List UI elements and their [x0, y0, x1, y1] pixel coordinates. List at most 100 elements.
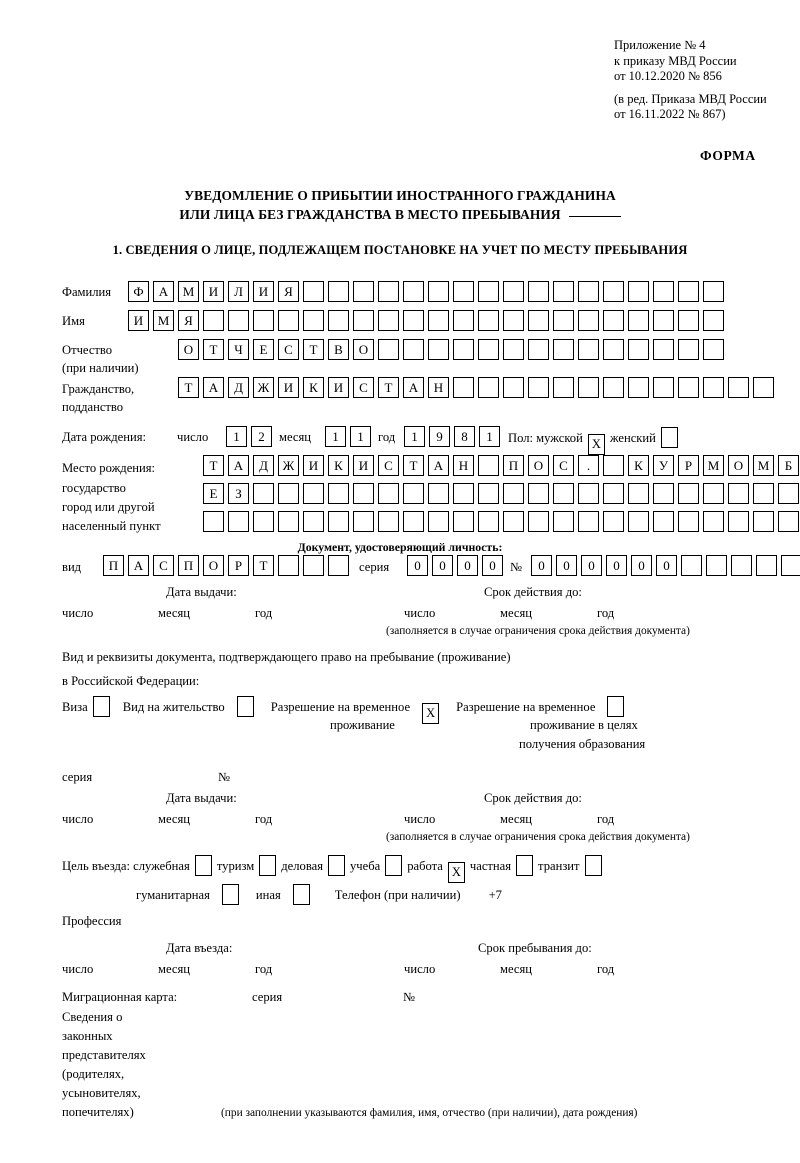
birthplace-2-char-5[interactable]	[303, 483, 324, 504]
birthplace-3-char-11[interactable]	[453, 511, 474, 532]
doc-number-char-8[interactable]	[706, 555, 727, 576]
surname-char-4[interactable]: И	[203, 281, 224, 302]
firstname-char-1[interactable]: И	[128, 310, 149, 331]
birthplace-2-char-8[interactable]	[378, 483, 399, 504]
doc-type-char-2[interactable]: А	[128, 555, 149, 576]
firstname-char-21[interactable]	[628, 310, 649, 331]
birthplace-1-char-4[interactable]: Ж	[278, 455, 299, 476]
citizenship-char-19[interactable]	[628, 377, 649, 398]
patronymic-char-11[interactable]	[428, 339, 449, 360]
doc-type-char-10[interactable]	[328, 555, 349, 576]
surname-char-24[interactable]	[703, 281, 724, 302]
citizenship-char-16[interactable]	[553, 377, 574, 398]
citizenship-char-20[interactable]	[653, 377, 674, 398]
firstname-char-6[interactable]	[253, 310, 274, 331]
birthplace-3-char-18[interactable]	[628, 511, 649, 532]
birthplace-3-char-21[interactable]	[703, 511, 724, 532]
birthplace-1-char-18[interactable]: К	[628, 455, 649, 476]
birthplace-2-char-3[interactable]	[253, 483, 274, 504]
sex-female-checkbox[interactable]	[660, 427, 678, 448]
birthplace-2-char-24[interactable]	[778, 483, 799, 504]
doc-series-char-1[interactable]: 0	[407, 555, 428, 576]
birthplace-3-char-8[interactable]	[378, 511, 399, 532]
doc-type-char-4[interactable]: П	[178, 555, 199, 576]
birthplace-3-char-10[interactable]	[428, 511, 449, 532]
birthplace-2-char-21[interactable]	[703, 483, 724, 504]
birthplace-1-char-21[interactable]: М	[703, 455, 724, 476]
doc-number-char-4[interactable]: 0	[606, 555, 627, 576]
birthplace-2-char-12[interactable]	[478, 483, 499, 504]
birthplace-2-char-17[interactable]	[603, 483, 624, 504]
doc-type-char-8[interactable]	[278, 555, 299, 576]
surname-char-1[interactable]: Ф	[128, 281, 149, 302]
birthplace-2-char-15[interactable]	[553, 483, 574, 504]
sex-male-checkbox[interactable]: Х	[587, 434, 605, 455]
birthplace-2-char-10[interactable]	[428, 483, 449, 504]
doc-number-char-2[interactable]: 0	[556, 555, 577, 576]
purpose-other-checkbox[interactable]	[292, 884, 310, 905]
birth-year-char-3[interactable]: 8	[454, 426, 475, 447]
patronymic-char-13[interactable]	[478, 339, 499, 360]
firstname-char-18[interactable]	[553, 310, 574, 331]
patronymic-char-7[interactable]: В	[328, 339, 349, 360]
patronymic-char-21[interactable]	[678, 339, 699, 360]
birthplace-1-char-17[interactable]	[603, 455, 624, 476]
firstname-char-23[interactable]	[678, 310, 699, 331]
birthplace-2-char-23[interactable]	[753, 483, 774, 504]
patronymic-char-16[interactable]	[553, 339, 574, 360]
citizenship-char-21[interactable]	[678, 377, 699, 398]
patronymic-char-8[interactable]: О	[353, 339, 374, 360]
birthplace-2-char-11[interactable]	[453, 483, 474, 504]
surname-char-19[interactable]	[578, 281, 599, 302]
patronymic-char-17[interactable]	[578, 339, 599, 360]
patronymic-char-3[interactable]: Ч	[228, 339, 249, 360]
surname-char-9[interactable]	[328, 281, 349, 302]
birthplace-2-char-4[interactable]	[278, 483, 299, 504]
patronymic-char-1[interactable]: О	[178, 339, 199, 360]
citizenship-char-9[interactable]: Т	[378, 377, 399, 398]
birthplace-row-3-input[interactable]	[203, 511, 799, 532]
birthplace-3-char-15[interactable]	[553, 511, 574, 532]
birthplace-3-char-6[interactable]	[328, 511, 349, 532]
birthplace-2-char-20[interactable]	[678, 483, 699, 504]
patronymic-char-5[interactable]: С	[278, 339, 299, 360]
citizenship-char-24[interactable]	[753, 377, 774, 398]
birthplace-3-char-9[interactable]	[403, 511, 424, 532]
birth-day-char-2[interactable]: 2	[251, 426, 272, 447]
surname-char-11[interactable]	[378, 281, 399, 302]
doc-series-char-3[interactable]: 0	[457, 555, 478, 576]
birthplace-2-char-2[interactable]: З	[228, 483, 249, 504]
birthplace-3-char-4[interactable]	[278, 511, 299, 532]
doc-number-char-9[interactable]	[731, 555, 752, 576]
birth-day-char-1[interactable]: 1	[226, 426, 247, 447]
birthplace-3-char-3[interactable]	[253, 511, 274, 532]
doc-type-char-6[interactable]: Р	[228, 555, 249, 576]
birthplace-3-char-17[interactable]	[603, 511, 624, 532]
birthplace-2-char-19[interactable]	[653, 483, 674, 504]
citizenship-char-23[interactable]	[728, 377, 749, 398]
firstname-char-24[interactable]	[703, 310, 724, 331]
doc-number-char-5[interactable]: 0	[631, 555, 652, 576]
birthplace-2-char-16[interactable]	[578, 483, 599, 504]
birthplace-1-char-24[interactable]: Б	[778, 455, 799, 476]
firstname-char-9[interactable]	[328, 310, 349, 331]
citizenship-char-6[interactable]: К	[303, 377, 324, 398]
surname-char-7[interactable]: Я	[278, 281, 299, 302]
patronymic-char-14[interactable]	[503, 339, 524, 360]
birth-month-char-2[interactable]: 1	[350, 426, 371, 447]
birthplace-1-char-1[interactable]: Т	[203, 455, 224, 476]
purpose-humanitarian-checkbox[interactable]	[221, 884, 239, 905]
surname-char-10[interactable]	[353, 281, 374, 302]
birthplace-3-char-5[interactable]	[303, 511, 324, 532]
permit-temp-checkbox[interactable]: Х	[422, 703, 440, 724]
surname-char-16[interactable]	[503, 281, 524, 302]
purpose-study-checkbox[interactable]	[385, 855, 403, 876]
firstname-char-15[interactable]	[478, 310, 499, 331]
birthplace-2-char-1[interactable]: Е	[203, 483, 224, 504]
surname-char-2[interactable]: А	[153, 281, 174, 302]
doc-number-char-11[interactable]	[781, 555, 800, 576]
doc-number-char-10[interactable]	[756, 555, 777, 576]
